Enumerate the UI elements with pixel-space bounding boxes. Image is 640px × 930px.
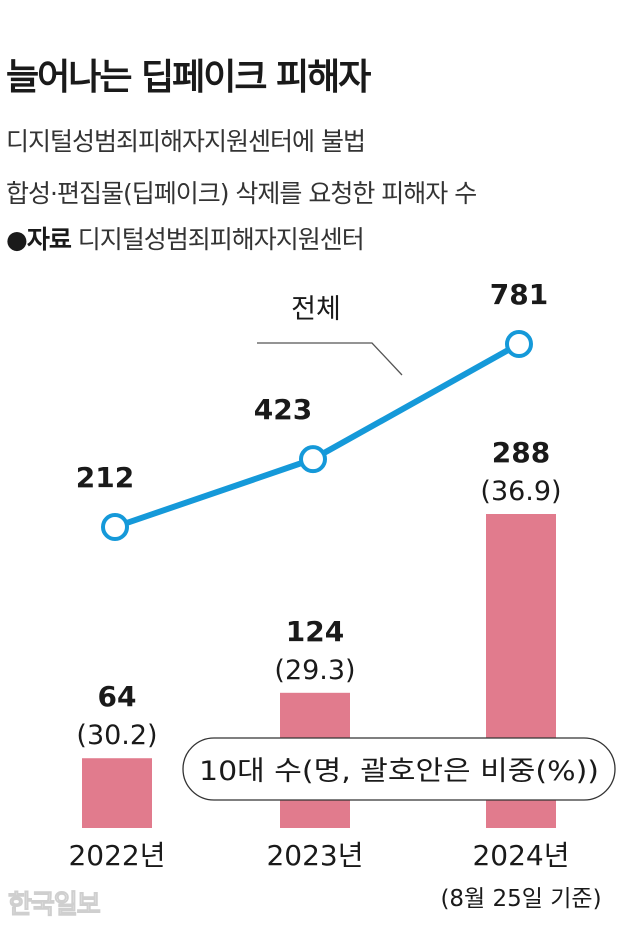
total-point-2	[505, 330, 533, 358]
subtitle-line-1: 디지털성범죄피해자지원센터에 불법	[6, 127, 366, 156]
category-label-2: 2024년	[472, 839, 569, 872]
bar-share-label-1: (29.3)	[274, 655, 355, 686]
line-series-leader	[257, 342, 403, 376]
bar-value-label-2: 288	[492, 436, 550, 469]
category-label-1: 2023년	[266, 839, 363, 872]
bar-value-label-1: 124	[286, 615, 344, 648]
subtitle-line-2: 합성·편집물(딥페이크) 삭제를 요청한 피해자 수	[6, 179, 477, 208]
source-text: 디지털성범죄피해자지원센터	[77, 225, 365, 254]
total-value-label-2: 781	[490, 278, 548, 311]
total-value-label-0: 212	[76, 461, 134, 494]
watermark-logo: 한국일보	[8, 890, 102, 921]
bar-share-label-2: (36.9)	[480, 476, 561, 507]
source-label: ●자료	[6, 225, 72, 254]
source-note: ●자료 디지털성범죄피해자지원센터	[6, 220, 365, 256]
line-series-label: 전체	[291, 294, 341, 325]
chart-subtitle: 디지털성범죄피해자지원센터에 불법 합성·편집물(딥페이크) 삭제를 요청한 피…	[6, 116, 477, 220]
total-point-0	[101, 513, 129, 541]
bar-share-label-0: (30.2)	[76, 720, 157, 751]
total-line	[114, 341, 521, 530]
bar-teen-0	[82, 758, 152, 828]
legend-box	[182, 737, 616, 801]
page-title: 늘어나는 딥페이크 피해자	[6, 57, 371, 98]
category-label-0: 2022년	[68, 839, 165, 872]
category-note-2: (8월 25일 기준)	[440, 886, 601, 912]
bar-value-label-0: 64	[98, 680, 137, 713]
total-point-1	[299, 445, 327, 474]
total-value-label-1: 423	[254, 393, 312, 426]
legend-text: 10대 수(명, 괄호안은 비중(%))	[199, 756, 599, 787]
